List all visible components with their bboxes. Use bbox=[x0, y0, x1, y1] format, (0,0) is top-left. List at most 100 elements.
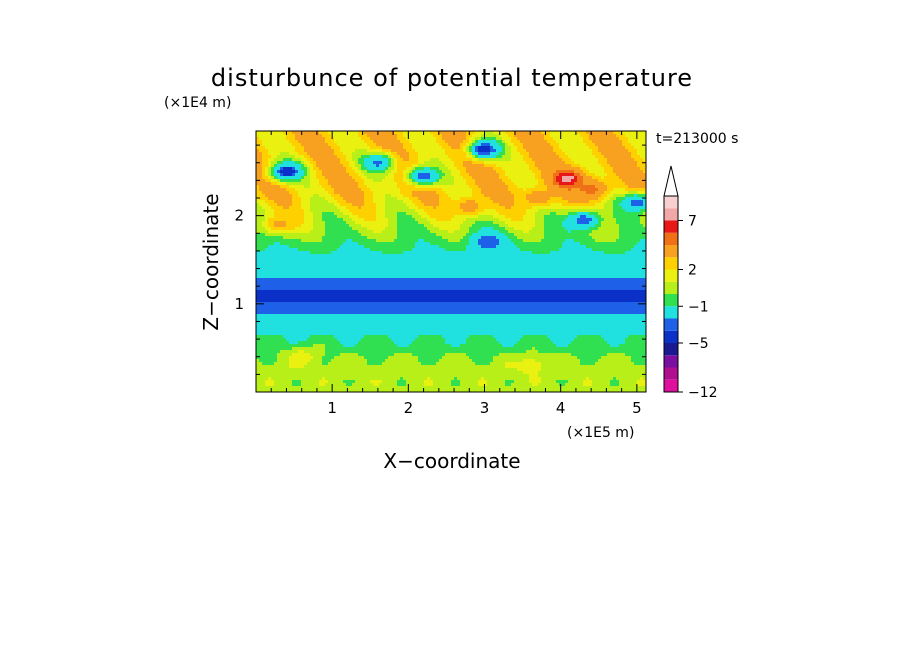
contour-cell bbox=[319, 236, 323, 240]
contour-cell bbox=[367, 191, 371, 195]
contour-cell bbox=[478, 242, 482, 246]
contour-cell bbox=[400, 182, 404, 186]
contour-cell bbox=[589, 140, 593, 144]
contour-cell bbox=[313, 164, 317, 168]
contour-cell bbox=[400, 143, 404, 147]
contour-cell bbox=[460, 212, 464, 216]
contour-cell bbox=[622, 212, 626, 216]
contour-cell bbox=[340, 206, 344, 210]
contour-cell bbox=[277, 218, 281, 222]
contour-cell bbox=[538, 149, 542, 153]
contour-cell bbox=[520, 164, 524, 168]
contour-cell bbox=[547, 194, 551, 198]
contour-cell bbox=[589, 215, 593, 219]
contour-cell bbox=[343, 140, 347, 144]
contour-cell bbox=[355, 227, 359, 231]
contour-cell bbox=[337, 152, 341, 156]
contour-cell bbox=[397, 140, 401, 144]
contour-cell bbox=[562, 140, 566, 144]
contour-cell bbox=[601, 224, 605, 228]
contour-cell bbox=[439, 212, 443, 216]
contour-cell bbox=[331, 134, 335, 138]
contour-cell bbox=[538, 137, 542, 141]
contour-cell bbox=[337, 188, 341, 192]
contour-cell bbox=[358, 164, 362, 168]
contour-cell bbox=[625, 158, 629, 162]
contour-cell bbox=[553, 203, 557, 207]
contour-cell bbox=[481, 149, 485, 153]
contour-cell bbox=[520, 209, 524, 213]
contour-cell bbox=[406, 134, 410, 138]
contour-cell bbox=[430, 158, 434, 162]
contour-cell bbox=[544, 155, 548, 159]
contour-cell bbox=[280, 179, 284, 183]
contour-cell bbox=[610, 209, 614, 213]
contour-cell bbox=[505, 155, 509, 159]
contour-cell bbox=[460, 230, 464, 234]
contour-cell bbox=[451, 191, 455, 195]
contour-cell bbox=[292, 149, 296, 153]
contour-cell bbox=[295, 185, 299, 189]
contour-cell bbox=[376, 245, 380, 249]
contour-cell bbox=[571, 146, 575, 150]
contour-cell bbox=[460, 227, 464, 231]
contour-cell bbox=[400, 158, 404, 162]
contour-cell bbox=[451, 233, 455, 237]
contour-cell bbox=[364, 182, 368, 186]
contour-cell bbox=[313, 191, 317, 195]
contour-cell bbox=[313, 206, 317, 210]
contour-cell bbox=[457, 212, 461, 216]
contour-cell bbox=[487, 158, 491, 162]
contour-cell bbox=[544, 215, 548, 219]
contour-cell bbox=[592, 200, 596, 204]
contour-cell bbox=[313, 239, 317, 243]
contour-cell bbox=[508, 134, 512, 138]
contour-cell bbox=[583, 188, 587, 192]
contour-cell bbox=[256, 137, 260, 141]
contour-cell bbox=[427, 212, 431, 216]
contour-cell bbox=[391, 233, 395, 237]
contour-cell bbox=[640, 239, 644, 243]
contour-cell bbox=[379, 155, 383, 159]
contour-cell bbox=[607, 140, 611, 144]
contour-cell bbox=[481, 194, 485, 198]
contour-cell bbox=[481, 188, 485, 192]
contour-cell bbox=[406, 242, 410, 246]
contour-cell bbox=[433, 239, 437, 243]
contour-cell bbox=[568, 233, 572, 237]
contour-cell bbox=[634, 194, 638, 198]
contour-cell bbox=[454, 209, 458, 213]
contour-cell bbox=[346, 164, 350, 168]
contour-cell bbox=[589, 242, 593, 246]
contour-cell bbox=[595, 218, 599, 222]
contour-cell bbox=[598, 134, 602, 138]
contour-cell bbox=[631, 209, 635, 213]
contour-cell bbox=[622, 188, 626, 192]
contour-cell bbox=[499, 218, 503, 222]
contour-cell bbox=[256, 182, 260, 186]
contour-cell bbox=[571, 239, 575, 243]
contour-cell bbox=[433, 197, 437, 201]
contour-cell bbox=[355, 161, 359, 165]
contour-cell bbox=[349, 161, 353, 165]
contour-cell bbox=[391, 158, 395, 162]
contour-cell bbox=[475, 176, 479, 180]
contour-cell bbox=[523, 170, 527, 174]
contour-cell bbox=[487, 227, 491, 231]
contour-cell bbox=[496, 212, 500, 216]
contour-cell bbox=[631, 233, 635, 237]
contour-cell bbox=[643, 227, 646, 231]
contour-cell bbox=[334, 194, 338, 198]
contour-cell bbox=[499, 230, 503, 234]
contour-cell bbox=[328, 233, 332, 237]
contour-cell bbox=[295, 164, 299, 168]
contour-cell bbox=[565, 242, 569, 246]
contour-cell bbox=[454, 131, 458, 135]
contour-cell bbox=[412, 236, 416, 240]
contour-cell bbox=[274, 182, 278, 186]
contour-cell bbox=[607, 197, 611, 201]
contour-cell bbox=[496, 182, 500, 186]
contour-cell bbox=[286, 227, 290, 231]
contour-cell bbox=[514, 224, 518, 228]
contour-cell bbox=[307, 194, 311, 198]
